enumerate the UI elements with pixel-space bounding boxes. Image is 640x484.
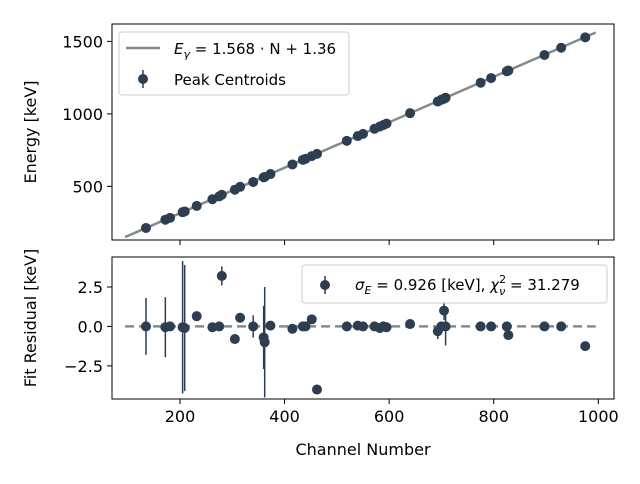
peak-centroid-point — [341, 135, 352, 146]
bottom-legend-box — [301, 264, 608, 304]
legend-residual-label: σE = 0.926 [keV], χ2 ν = 31.279 — [355, 273, 580, 298]
residual-point — [179, 323, 190, 333]
bottom-y-tick-label: −2.5 — [64, 357, 103, 376]
peak-centroid-point — [440, 92, 451, 103]
bottom-x-tick-label: 1000 — [578, 407, 619, 426]
top-y-tick-label: 500 — [72, 177, 103, 196]
residual-point — [216, 270, 227, 281]
residual-point — [501, 321, 512, 332]
peak-centroid-point — [265, 169, 276, 180]
residual-points — [140, 270, 591, 395]
top-y-ticks: 500 1000 1500 — [62, 32, 112, 196]
residual-point — [439, 305, 450, 316]
peak-centroid-point — [165, 212, 176, 223]
top-legend-box — [118, 31, 350, 96]
residual-point — [358, 321, 368, 332]
residual-plot: 200 400 600 800 1000 −2.5 0.0 2.5 Fit Residual… — [21, 249, 619, 459]
residual-point — [235, 312, 246, 323]
bottom-y-axis-label: Fit Residual [keV] — [21, 249, 40, 387]
bottom-y-ticks: −2.5 0.0 2.5 — [64, 278, 112, 376]
peak-centroid-point — [140, 222, 151, 233]
legend-residual-marker — [320, 280, 330, 290]
top-x-ticks — [179, 240, 599, 245]
peak-centroid-point — [235, 181, 246, 192]
residual-point — [381, 322, 392, 333]
bottom-x-tick-label: 400 — [269, 407, 300, 426]
residual-point — [306, 314, 317, 325]
peak-centroid-point — [311, 148, 322, 159]
peak-centroid-point — [580, 32, 591, 43]
residual-point — [229, 334, 240, 345]
peak-centroid-point — [381, 118, 392, 129]
bottom-x-ticks: 200 400 600 800 1000 — [165, 399, 619, 426]
legend-centroid-label: Peak Centroids — [174, 71, 286, 89]
residual-point — [475, 321, 486, 332]
top-y-tick-label: 1500 — [62, 32, 103, 51]
top-y-axis-label: Energy [keV] — [21, 80, 40, 183]
residual-point — [539, 321, 550, 332]
residual-point — [405, 319, 416, 330]
residual-point — [287, 323, 298, 334]
residual-point — [341, 321, 352, 332]
peak-centroid-point — [179, 206, 190, 217]
bottom-y-tick-label: 0.0 — [78, 317, 103, 336]
residual-point — [580, 341, 591, 352]
residual-point — [311, 384, 322, 395]
residual-point — [248, 321, 259, 332]
residual-point — [259, 337, 270, 348]
peak-centroid-point — [191, 200, 202, 211]
peak-centroid-point — [405, 108, 416, 119]
bottom-legend: σE = 0.926 [keV], χ2 ν = 31.279 — [301, 264, 608, 304]
top-y-tick-label: 1000 — [62, 105, 103, 124]
residual-point — [265, 320, 276, 331]
x-axis-label: Channel Number — [295, 440, 430, 459]
peak-centroid-point — [556, 42, 567, 53]
energy-calibration-plot: 500 1000 1500 Energy [keV] Eγ = 1.568 · N … — [21, 23, 615, 245]
residual-point — [503, 330, 514, 341]
top-legend: Eγ = 1.568 · N + 1.36 Peak Centroids — [118, 31, 350, 96]
peak-centroid-point — [358, 128, 368, 139]
residual-point — [556, 321, 567, 332]
peak-centroid-point — [216, 189, 227, 200]
peak-centroid-point — [503, 65, 514, 76]
bottom-x-tick-label: 600 — [374, 407, 405, 426]
peak-centroid-points — [140, 32, 591, 233]
bottom-x-tick-label: 800 — [478, 407, 509, 426]
bottom-y-tick-label: 2.5 — [78, 278, 103, 297]
legend-centroid-marker — [138, 74, 148, 84]
legend-fit-label: Eγ = 1.568 · N + 1.36 — [174, 40, 336, 61]
bottom-x-tick-label: 200 — [165, 407, 196, 426]
residual-point — [214, 321, 225, 332]
residual-point — [191, 311, 202, 322]
peak-centroid-point — [287, 159, 298, 170]
peak-centroid-point — [475, 77, 486, 88]
residual-point — [140, 321, 151, 332]
peak-centroid-point — [248, 177, 259, 188]
residual-point — [300, 321, 311, 332]
peak-centroid-point — [539, 50, 550, 61]
residual-point — [486, 321, 497, 332]
residual-point — [440, 321, 451, 332]
residual-point — [165, 321, 176, 332]
peak-centroid-point — [486, 73, 497, 84]
